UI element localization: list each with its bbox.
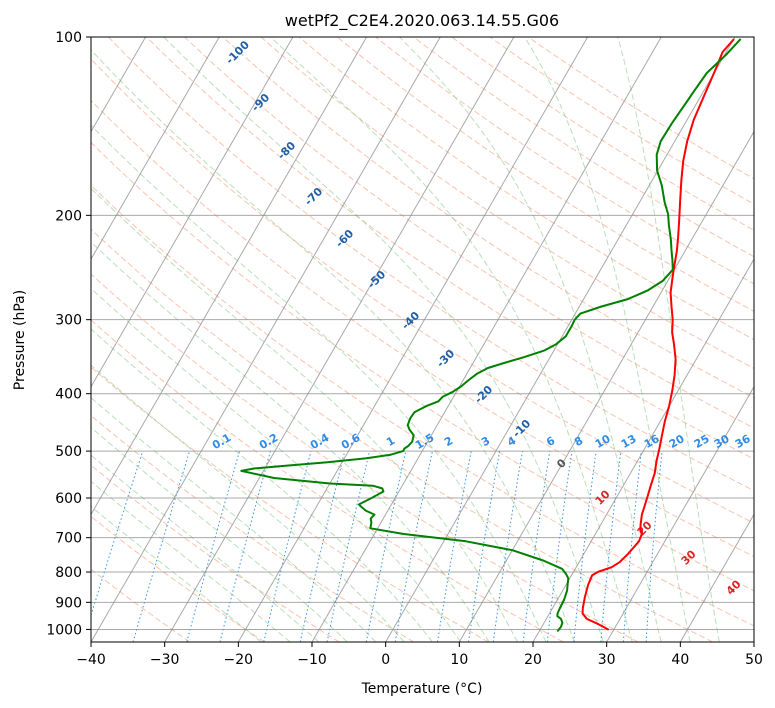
- dry-adiabat: [91, 228, 713, 642]
- background-lines: [91, 37, 754, 642]
- x-tick-label: −30: [150, 652, 180, 668]
- moist-adiabat: [91, 454, 320, 642]
- isotherm-line: [91, 37, 441, 642]
- dry-adiabat: [91, 464, 340, 642]
- mixing-ratio-line: [522, 451, 551, 642]
- dry-adiabat: [489, 37, 754, 205]
- plot-frame: [90, 36, 755, 643]
- temperature-profile: [581, 38, 735, 631]
- mixing-ratio-line: [263, 450, 312, 642]
- y-axis-label: Pressure (hPa): [12, 290, 28, 390]
- mixing-ratio-line: [468, 451, 501, 642]
- isotherm-line: [164, 37, 515, 642]
- mixing-ratio-line: [394, 450, 433, 642]
- dry-adiabat: [184, 37, 754, 429]
- mixing-ratio-line: [492, 451, 523, 642]
- moist-adiabat: [91, 364, 405, 642]
- isotherm-line: [606, 385, 754, 642]
- isotherm-line: [91, 37, 368, 516]
- dry-adiabat: [527, 37, 754, 180]
- moist-adiabat: [91, 241, 490, 642]
- moist-adiabat: [91, 426, 348, 642]
- dry-adiabat: [91, 141, 754, 592]
- x-tick-label: 0: [381, 652, 390, 668]
- moist-adiabat: [617, 37, 720, 642]
- x-tick-label: −20: [224, 652, 254, 668]
- y-axis-ticks: 1000 900 800 700 600 500 400 300 200 100: [46, 30, 91, 638]
- dry-adiabat: [91, 319, 564, 642]
- mixing-ratio-line: [219, 450, 271, 642]
- mixing-ratio-line: [436, 451, 472, 642]
- mixing-ratio-line: [186, 450, 241, 642]
- y-tick-label: 800: [55, 565, 82, 581]
- moist-adiabat: [399, 37, 662, 642]
- y-tick-label: 1000: [46, 622, 82, 638]
- x-tick-label: 40: [671, 652, 689, 668]
- y-tick-label: 600: [55, 491, 82, 507]
- mixing-ratio-line: [546, 451, 573, 642]
- x-axis-ticks: −40 −30 −20 −10 0 10 20 30 40 50: [76, 642, 763, 668]
- x-axis-label: Temperature (°C): [361, 681, 483, 697]
- dry-adiabat: [222, 37, 754, 399]
- x-tick-label: 50: [745, 652, 763, 668]
- series-lines: [240, 38, 742, 632]
- isotherm-line: [237, 37, 589, 642]
- y-tick-label: 900: [55, 595, 82, 611]
- x-tick-label: 10: [450, 652, 468, 668]
- moist-adiabat: [91, 505, 262, 642]
- isotherm-line: [532, 258, 754, 642]
- mixing-ratio-line: [132, 450, 191, 642]
- y-tick-label: 400: [55, 387, 82, 403]
- dry-adiabat: [375, 37, 754, 285]
- mixing-ratio-line: [326, 450, 370, 642]
- y-tick-label: 500: [55, 444, 82, 460]
- mixing-ratio-line: [573, 451, 597, 642]
- dry-adiabat: [336, 37, 754, 312]
- moist-adiabat: [524, 37, 691, 642]
- isotherm-line: [458, 130, 754, 642]
- dry-adiabat: [91, 515, 265, 642]
- isotherm-line: [311, 37, 662, 642]
- moist-adiabat: [163, 37, 604, 642]
- isotherm-line: [91, 37, 294, 388]
- dewpoint-profile: [240, 38, 742, 632]
- moist-adiabat: [91, 287, 462, 642]
- dry-adiabat: [91, 273, 639, 642]
- chart-title: wetPf2_C2E4.2020.063.14.55.G06: [285, 11, 559, 31]
- y-tick-label: 100: [55, 30, 82, 46]
- mixing-ratio-line: [365, 450, 407, 642]
- moist-adiabat: [270, 37, 633, 642]
- dry-adiabat: [146, 37, 754, 460]
- x-tick-label: −10: [297, 652, 327, 668]
- y-tick-label: 200: [55, 208, 82, 224]
- isotherm-line: [679, 513, 754, 642]
- moist-adiabat: [91, 397, 377, 642]
- moist-adiabat: [91, 480, 291, 642]
- dry-adiabat: [91, 58, 754, 524]
- x-tick-label: 20: [524, 652, 542, 668]
- dry-adiabat: [260, 37, 754, 370]
- dry-adiabat: [91, 99, 754, 558]
- x-tick-label: 30: [598, 652, 616, 668]
- y-tick-label: 700: [55, 531, 82, 547]
- dry-adiabat: [91, 184, 754, 627]
- mixing-ratio-line: [299, 450, 346, 642]
- moist-adiabat: [91, 124, 547, 642]
- y-tick-label: 300: [55, 313, 82, 329]
- dry-adiabat: [91, 366, 489, 642]
- isotherm-line: [91, 37, 220, 261]
- dry-adiabat: [108, 37, 754, 492]
- mixing-ratio-line: [91, 450, 144, 617]
- x-tick-label: −40: [76, 652, 106, 668]
